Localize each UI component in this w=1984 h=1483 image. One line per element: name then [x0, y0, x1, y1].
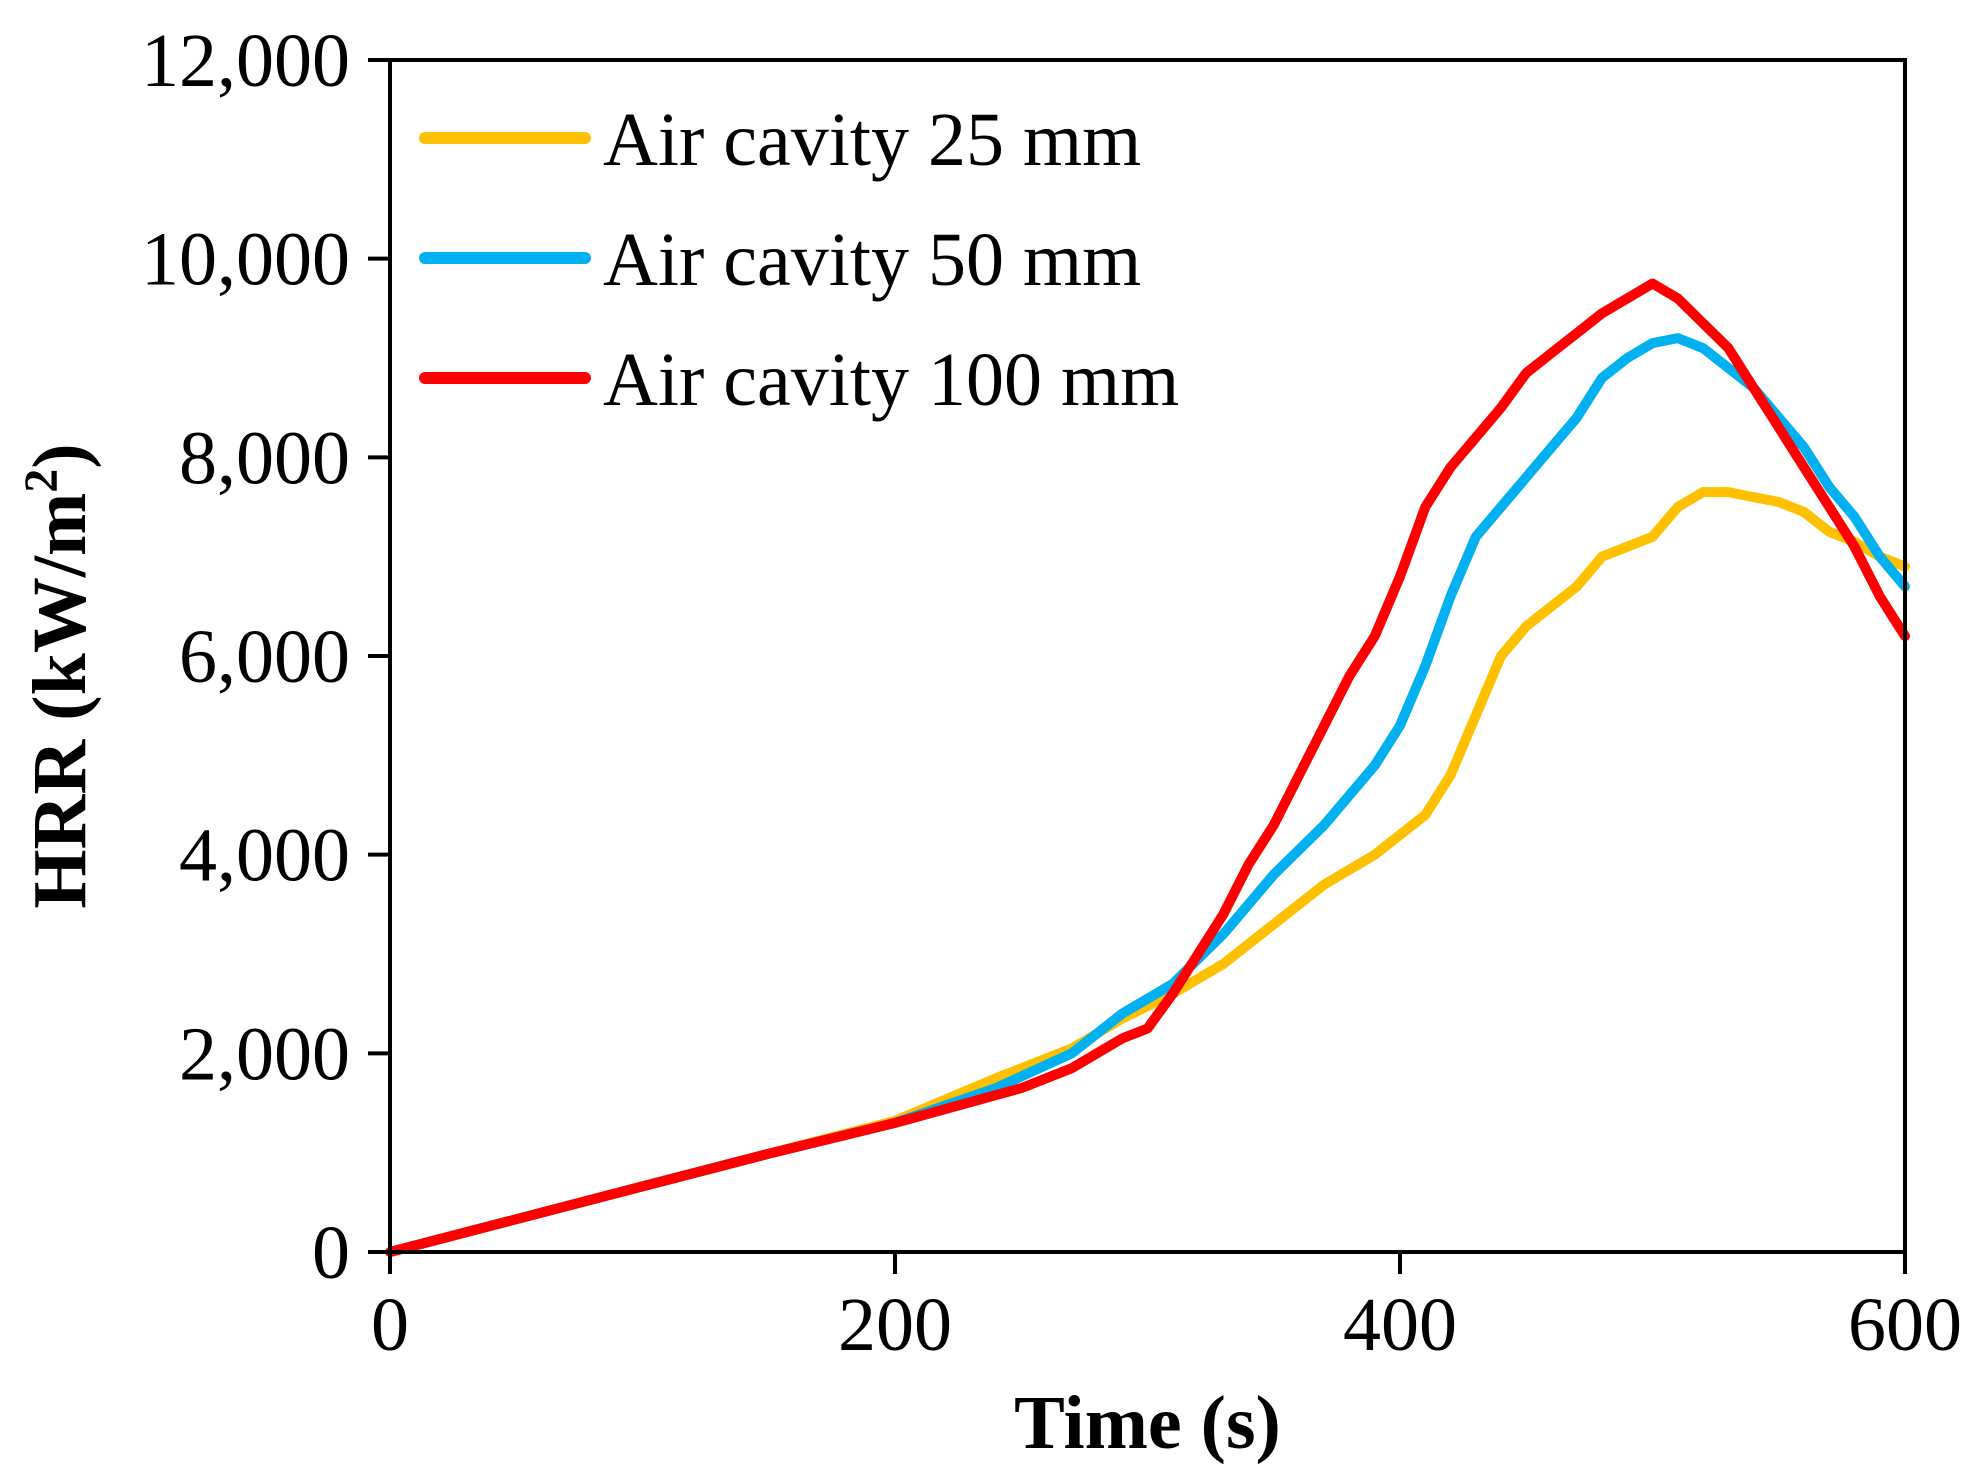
series-line-3: [385, 278, 1910, 1257]
plot-series: [385, 278, 1910, 1257]
y-tick-label: 4,000: [179, 814, 350, 898]
axes: 0 200 400 600 0 2,000 4,000 6,000 8,000 10,000 12…: [141, 19, 1962, 1367]
y-tick-label: 6,000: [179, 615, 350, 699]
y-axis-title-superscript: 2: [15, 469, 68, 493]
y-ticks: 0 2,000 4,000 6,000 8,000 10,000 12,000: [141, 19, 390, 1295]
y-tick-label: 8,000: [179, 416, 350, 500]
y-axis-title-close: ): [18, 443, 102, 468]
x-ticks: 0 200 400 600: [371, 1252, 1962, 1367]
x-tick-label: 200: [838, 1283, 952, 1367]
series-line-1: [385, 487, 1910, 1257]
y-tick-label: 12,000: [141, 19, 350, 103]
series-line-2: [385, 333, 1910, 1257]
legend: Air cavity 25 mm Air cavity 50 mm Air cavi…: [419, 98, 1179, 422]
y-tick-label: 10,000: [141, 218, 350, 302]
x-tick-label: 400: [1343, 1283, 1457, 1367]
y-axis-title-main: HRR (kW/m: [18, 493, 102, 909]
legend-label-2: Air cavity 50 mm: [603, 218, 1141, 302]
y-tick-label: 0: [312, 1211, 350, 1295]
x-axis-title: Time (s): [1014, 1381, 1281, 1465]
legend-label-1: Air cavity 25 mm: [603, 98, 1141, 182]
legend-label-3: Air cavity 100 mm: [603, 338, 1179, 422]
x-tick-label: 0: [371, 1283, 409, 1367]
x-tick-label: 600: [1848, 1283, 1962, 1367]
y-tick-label: 2,000: [179, 1012, 350, 1096]
y-axis-title: HRR (kW/m2): [15, 443, 102, 908]
